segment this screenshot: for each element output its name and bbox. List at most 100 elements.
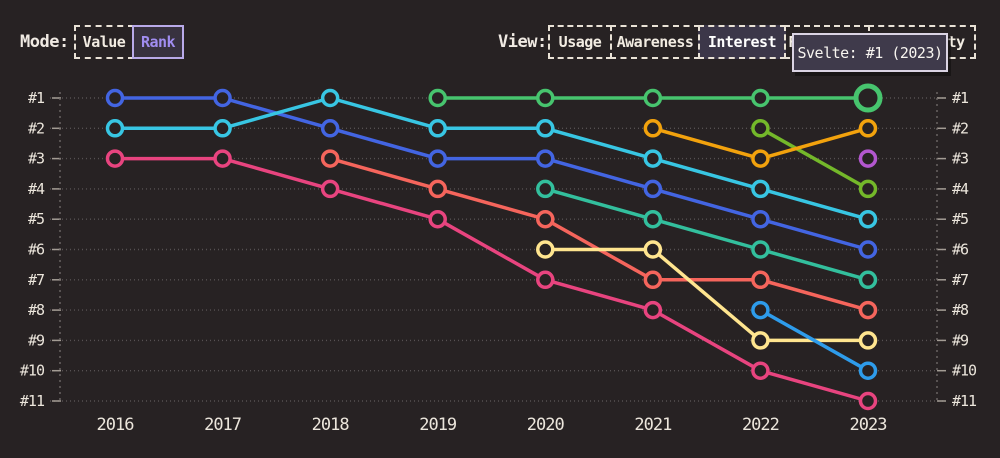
series-line-teal (543, 187, 870, 282)
year-label: 2021 (634, 415, 672, 435)
data-point-magenta[interactable] (213, 149, 232, 168)
data-point-red[interactable] (428, 179, 447, 199)
mode-toggle-group: Value Rank (74, 25, 184, 59)
year-label: 2017 (204, 415, 241, 435)
data-point-teal[interactable] (643, 209, 663, 229)
data-point-blue[interactable] (643, 179, 663, 199)
data-point-magenta[interactable] (858, 391, 878, 411)
data-point-light-blue[interactable] (751, 300, 770, 320)
series-line-blue (113, 96, 870, 252)
data-point-light-blue[interactable] (858, 361, 878, 380)
year-label: 2018 (312, 415, 350, 435)
series-line-lime (758, 126, 870, 191)
rank-label-left: #5 (28, 210, 44, 228)
rank-label-left: #6 (28, 241, 45, 259)
data-point-purple[interactable] (858, 149, 878, 168)
data-point-teal[interactable] (536, 179, 555, 199)
tooltip-text: Svelte: #1 (2023) (797, 43, 943, 62)
data-point-orange[interactable] (858, 119, 878, 138)
data-point-magenta[interactable] (643, 300, 663, 320)
rank-label-left: #4 (28, 180, 45, 198)
data-point-cyan[interactable] (536, 119, 555, 138)
data-point-cyan[interactable] (858, 209, 878, 229)
data-point-yellow[interactable] (858, 331, 878, 350)
rank-label-right: #9 (952, 331, 969, 349)
data-point-yellow[interactable] (643, 240, 663, 259)
view-option-interest[interactable]: Interest (698, 25, 786, 59)
year-label: 2019 (419, 415, 457, 435)
rank-label-right: #1 (952, 89, 969, 107)
data-point-cyan[interactable] (428, 119, 447, 138)
series-line-cyan (113, 96, 870, 221)
data-point-Svelte[interactable] (536, 88, 555, 108)
rank-label-left: #1 (28, 89, 45, 107)
rank-label-left: #9 (28, 331, 45, 349)
mode-option-rank[interactable]: Rank (132, 25, 184, 59)
data-point-magenta[interactable] (751, 361, 770, 380)
data-point-lime[interactable] (858, 179, 878, 199)
hover-tooltip: Svelte: #1 (2023) (792, 33, 948, 72)
data-point-lime[interactable] (751, 119, 770, 138)
data-point-blue[interactable] (428, 149, 447, 168)
data-point-cyan[interactable] (320, 88, 340, 108)
series-line-light-blue (758, 308, 870, 373)
year-label: 2016 (97, 415, 135, 435)
rank-label-right: #4 (952, 180, 969, 198)
rank-label-left: #10 (20, 362, 45, 380)
series-line-red (328, 156, 870, 312)
data-point-cyan[interactable] (751, 179, 770, 199)
data-point-highlight[interactable] (853, 83, 883, 113)
data-point-magenta[interactable] (536, 270, 555, 290)
rank-label-right: #5 (952, 210, 968, 228)
data-point-orange[interactable] (643, 119, 663, 138)
data-point-magenta[interactable] (428, 209, 447, 229)
mode-option-value[interactable]: Value (74, 25, 134, 59)
data-point-cyan[interactable] (105, 119, 125, 138)
data-point-blue[interactable] (751, 209, 770, 229)
year-label: 2022 (742, 415, 779, 435)
view-option-usage[interactable]: Usage (548, 25, 612, 59)
data-point-blue[interactable] (858, 240, 878, 259)
data-point-red[interactable] (751, 270, 770, 290)
rank-label-left: #7 (28, 271, 44, 289)
view-option-awareness[interactable]: Awareness (610, 25, 700, 59)
data-point-Svelte[interactable] (428, 88, 447, 108)
data-point-red[interactable] (536, 209, 555, 229)
data-point-Svelte[interactable] (643, 88, 663, 108)
data-point-yellow[interactable] (536, 240, 555, 259)
data-point-orange[interactable] (751, 149, 770, 168)
year-label: 2023 (850, 415, 887, 435)
rank-label-left: #2 (28, 119, 44, 137)
data-point-red[interactable] (643, 270, 663, 290)
year-label: 2020 (527, 415, 565, 435)
data-point-magenta[interactable] (320, 179, 340, 199)
rank-label-right: #11 (952, 392, 977, 410)
data-point-cyan[interactable] (213, 119, 232, 138)
rank-label-left: #3 (28, 150, 44, 168)
mode-label: Mode: (20, 32, 69, 52)
rank-label-left: #11 (20, 392, 45, 410)
rank-label-right: #7 (952, 271, 968, 289)
data-point-blue[interactable] (213, 88, 232, 108)
data-point-yellow[interactable] (751, 331, 770, 350)
rank-label-right: #3 (952, 150, 968, 168)
data-point-teal[interactable] (751, 240, 770, 259)
rank-label-right: #6 (952, 241, 969, 259)
data-point-blue[interactable] (320, 119, 340, 138)
view-label: View: (498, 32, 547, 52)
series-line-magenta (113, 156, 870, 403)
data-point-blue[interactable] (105, 88, 125, 108)
rank-label-right: #2 (952, 119, 968, 137)
bump-chart-svg: #1 #1 #2 #2 #3 #3 #4 #4 #5 #5 #6 #6 #7 #7 #8 #8 #9 #9 #10 #… (20, 83, 978, 435)
data-point-magenta[interactable] (105, 149, 125, 168)
rank-label-right: #8 (952, 301, 969, 319)
rank-label-left: #8 (28, 301, 45, 319)
rank-label-right: #10 (952, 362, 977, 380)
data-point-teal[interactable] (858, 270, 878, 290)
data-point-red[interactable] (320, 149, 340, 168)
data-point-red[interactable] (858, 300, 878, 320)
data-point-blue[interactable] (536, 149, 555, 168)
data-point-Svelte[interactable] (751, 88, 770, 108)
data-point-cyan[interactable] (643, 149, 663, 168)
